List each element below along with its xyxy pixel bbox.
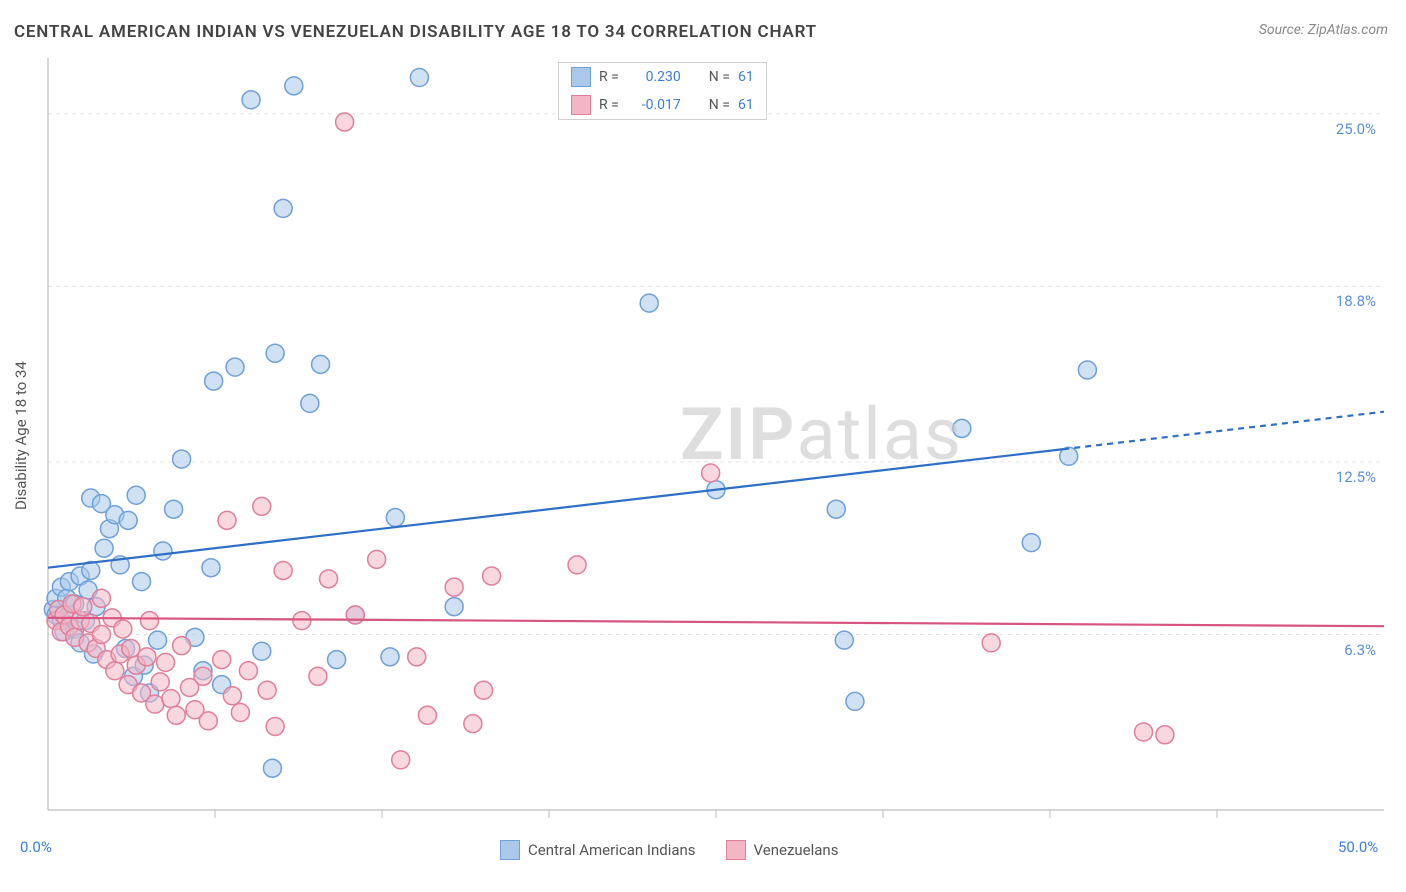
- stats-N-value-1: 61: [738, 97, 754, 113]
- stats-N-label: N =: [709, 97, 730, 113]
- swatch-series-0: [500, 840, 520, 860]
- y-tick-label: 25.0%: [1324, 120, 1376, 138]
- scatter-plot: [0, 0, 1406, 892]
- stats-legend: R = 0.230 N = 61 R = -0.017 N = 61: [558, 62, 767, 120]
- x-tick-label: 50.0%: [1338, 838, 1378, 856]
- swatch-series-1: [726, 840, 746, 860]
- stats-legend-row-1: R = -0.017 N = 61: [559, 91, 766, 119]
- series-legend-item-0: Central American Indians: [500, 840, 696, 860]
- series-legend-label-0: Central American Indians: [528, 841, 696, 859]
- series-legend-item-1: Venezuelans: [726, 840, 839, 860]
- stats-N-label: N =: [709, 69, 730, 85]
- stats-N-value-0: 61: [738, 69, 754, 85]
- stats-R-value-1: -0.017: [627, 97, 681, 113]
- x-tick-label: 0.0%: [20, 838, 52, 856]
- series-legend-label-1: Venezuelans: [754, 841, 839, 859]
- swatch-series-1: [571, 95, 591, 115]
- stats-legend-row-0: R = 0.230 N = 61: [559, 63, 766, 91]
- y-tick-label: 12.5%: [1324, 468, 1376, 486]
- y-tick-label: 18.8%: [1324, 292, 1376, 310]
- y-tick-label: 6.3%: [1324, 641, 1376, 659]
- stats-R-label: R =: [599, 69, 619, 85]
- swatch-series-0: [571, 67, 591, 87]
- stats-R-label: R =: [599, 97, 619, 113]
- series-legend: Central American Indians Venezuelans: [500, 840, 838, 860]
- stats-R-value-0: 0.230: [627, 69, 681, 85]
